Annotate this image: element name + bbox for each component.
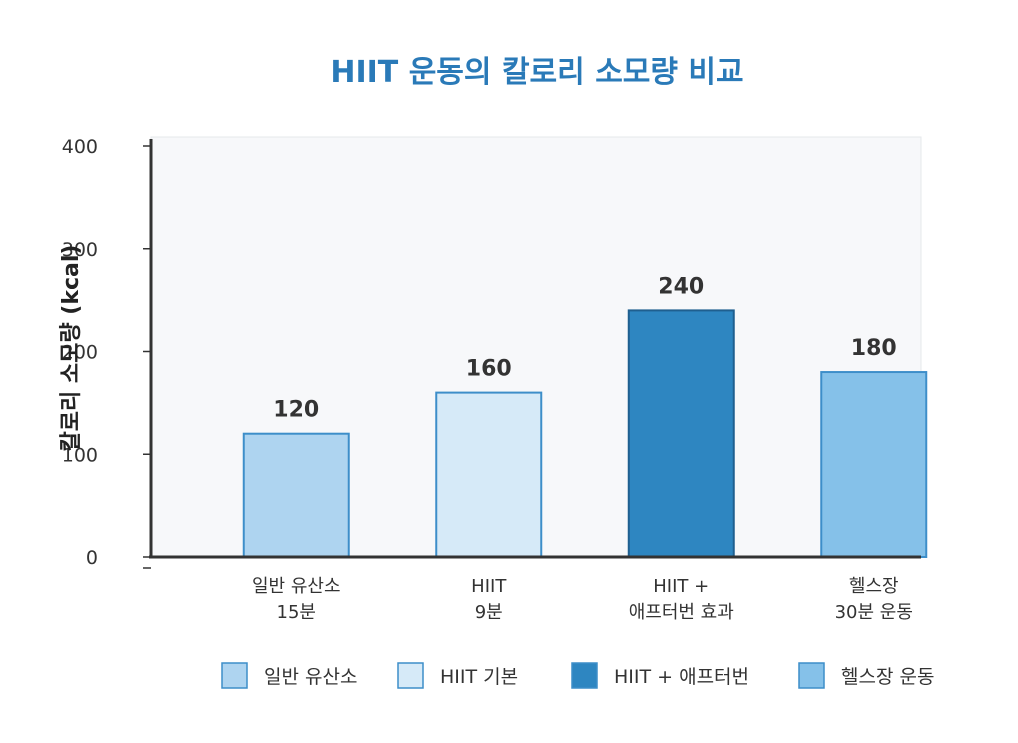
legend-label: 헬스장 운동 — [841, 666, 934, 688]
chart-title: HIIT 운동의 칼로리 소모량 비교 — [330, 55, 743, 90]
legend-swatch — [397, 662, 424, 689]
legend-item: 헬스장 운동 — [798, 662, 934, 689]
legend-item: HIIT 기본 — [397, 662, 518, 689]
y-tick-label: 300 — [62, 239, 98, 261]
x-tick-label: HIIT — [471, 576, 507, 597]
legend-swatch — [221, 662, 248, 689]
bar-value-label: 180 — [851, 336, 897, 361]
bar — [242, 432, 350, 559]
bar-value-label: 120 — [273, 398, 319, 423]
y-tick-label: 100 — [62, 444, 98, 466]
bar — [435, 391, 543, 558]
legend-label: 일반 유산소 — [264, 666, 357, 688]
x-tick-label: 9분 — [475, 602, 503, 623]
x-tick-label: 일반 유산소 — [252, 576, 341, 597]
bar — [820, 371, 928, 558]
legend-label: HIIT + 애프터번 — [614, 666, 749, 688]
y-tick-label: 0 — [86, 547, 98, 569]
legend-swatch — [798, 662, 825, 689]
x-tick-label: 15분 — [277, 602, 316, 623]
x-tick-label: 30분 운동 — [835, 602, 913, 623]
y-axis-label: 칼로리 소모량 (kcal) — [59, 245, 84, 452]
x-tick-label: 헬스장 — [849, 576, 899, 597]
bar-value-label: 160 — [466, 357, 512, 382]
x-tick-label: 애프터번 효과 — [629, 602, 734, 623]
bar-value-label: 240 — [658, 274, 704, 299]
x-tick-label: HIIT + — [653, 576, 709, 597]
bar — [627, 309, 735, 558]
y-tick-label: 400 — [62, 136, 98, 158]
legend-swatch — [571, 662, 598, 689]
legend-item: HIIT + 애프터번 — [571, 662, 749, 689]
legend-item: 일반 유산소 — [221, 662, 357, 689]
legend-label: HIIT 기본 — [440, 666, 518, 688]
y-tick-label: 200 — [62, 342, 98, 364]
